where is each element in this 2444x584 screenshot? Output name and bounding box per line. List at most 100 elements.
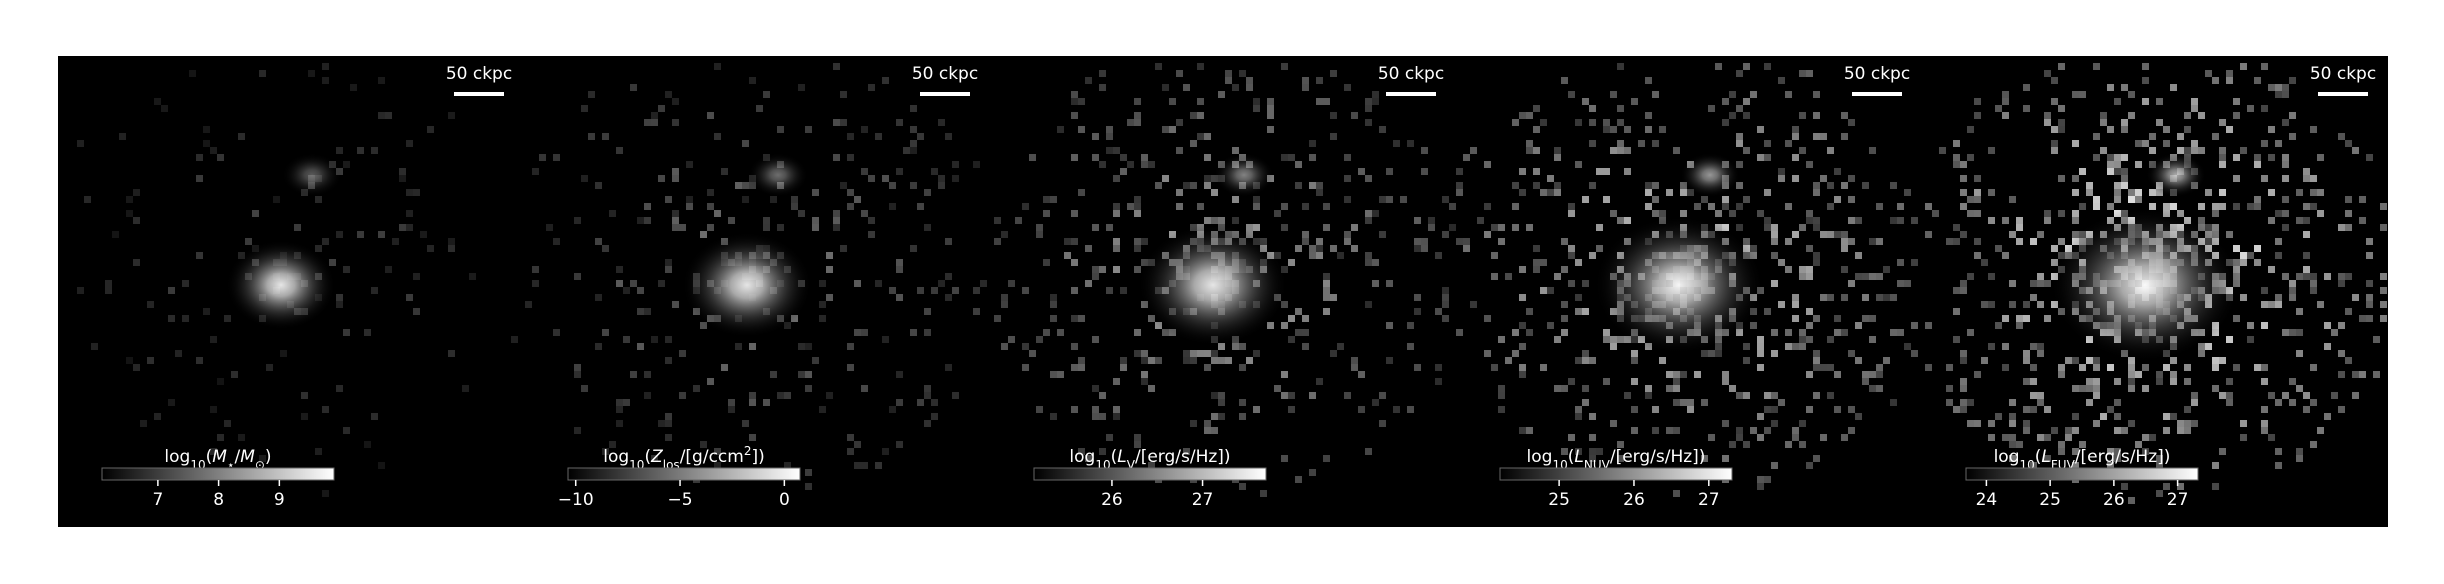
pixel [1722, 420, 1729, 427]
pixel [1134, 441, 1141, 448]
pixel [2142, 63, 2149, 70]
pixel [371, 147, 378, 154]
pixel [1631, 357, 1638, 364]
pixel [1330, 245, 1337, 252]
pixel [1813, 189, 1820, 196]
pixel [1239, 364, 1246, 371]
pixel [2191, 98, 2198, 105]
pixel [1218, 343, 1225, 350]
pixel [2261, 364, 2268, 371]
pixel [2135, 196, 2142, 203]
pixel [1799, 343, 1806, 350]
pixel [1820, 133, 1827, 140]
pixel [1456, 168, 1463, 175]
pixel [147, 301, 154, 308]
pixel [700, 322, 707, 329]
pixel [1911, 350, 1918, 357]
pixel [1561, 315, 1568, 322]
pixel [763, 91, 770, 98]
pixel [2093, 364, 2100, 371]
pixel [2149, 189, 2156, 196]
pixel [2100, 147, 2107, 154]
pixel [1309, 182, 1316, 189]
pixel [714, 210, 721, 217]
pixel [1617, 147, 1624, 154]
pixel [644, 371, 651, 378]
pixel [2058, 364, 2065, 371]
pixel [2233, 364, 2240, 371]
pixel [1820, 434, 1827, 441]
pixel [2198, 112, 2205, 119]
pixel [2338, 322, 2345, 329]
pixel [1057, 126, 1064, 133]
pixel [1428, 224, 1435, 231]
pixel [1337, 252, 1344, 259]
pixel [2142, 448, 2149, 455]
pixel [1155, 63, 1162, 70]
pixel [980, 280, 987, 287]
label-part: ( [644, 447, 651, 467]
pixel [1638, 140, 1645, 147]
pixel [1953, 161, 1960, 168]
pixel [2261, 427, 2268, 434]
pixel [896, 399, 903, 406]
pixel [1407, 406, 1414, 413]
label-part: ⋆ [227, 458, 235, 472]
pixel [2366, 252, 2373, 259]
pixel [672, 98, 679, 105]
pixel [2184, 147, 2191, 154]
pixel [2261, 175, 2268, 182]
pixel [2163, 126, 2170, 133]
pixel [2296, 217, 2303, 224]
pixel [2282, 224, 2289, 231]
pixel [1449, 224, 1456, 231]
pixel [1834, 406, 1841, 413]
pixel [2121, 119, 2128, 126]
pixel [707, 378, 714, 385]
pixel [2310, 280, 2317, 287]
pixel [1736, 434, 1743, 441]
pixel [1253, 406, 1260, 413]
pixel [574, 371, 581, 378]
pixel [2275, 294, 2282, 301]
pixel [1442, 301, 1449, 308]
pixel [2100, 112, 2107, 119]
pixel [336, 147, 343, 154]
pixel [1127, 161, 1134, 168]
pixel [1092, 385, 1099, 392]
pixel [1092, 413, 1099, 420]
pixel [2170, 413, 2177, 420]
pixel [1393, 406, 1400, 413]
pixel [2023, 105, 2030, 112]
colorbar [101, 467, 335, 481]
pixel [2240, 434, 2247, 441]
pixel [1554, 182, 1561, 189]
pixel [2072, 413, 2079, 420]
pixel [2121, 154, 2128, 161]
pixel [399, 175, 406, 182]
pixel [847, 133, 854, 140]
pixel [2324, 413, 2331, 420]
pixel [1232, 84, 1239, 91]
pixel [1862, 294, 1869, 301]
pixel [903, 147, 910, 154]
pixel [2051, 147, 2058, 154]
pixel [1827, 336, 1834, 343]
pixel [672, 301, 679, 308]
pixel [805, 343, 812, 350]
pixel [1022, 203, 1029, 210]
pixel [616, 147, 623, 154]
pixel [1848, 119, 1855, 126]
pixel [868, 175, 875, 182]
pixel [315, 448, 322, 455]
pixel [2226, 231, 2233, 238]
pixel [574, 273, 581, 280]
pixel [1582, 350, 1589, 357]
pixel [945, 364, 952, 371]
pixel [1414, 217, 1421, 224]
pixel [1316, 98, 1323, 105]
pixel [1274, 210, 1281, 217]
pixel [1575, 406, 1582, 413]
pixel [259, 455, 266, 462]
pixel [854, 280, 861, 287]
